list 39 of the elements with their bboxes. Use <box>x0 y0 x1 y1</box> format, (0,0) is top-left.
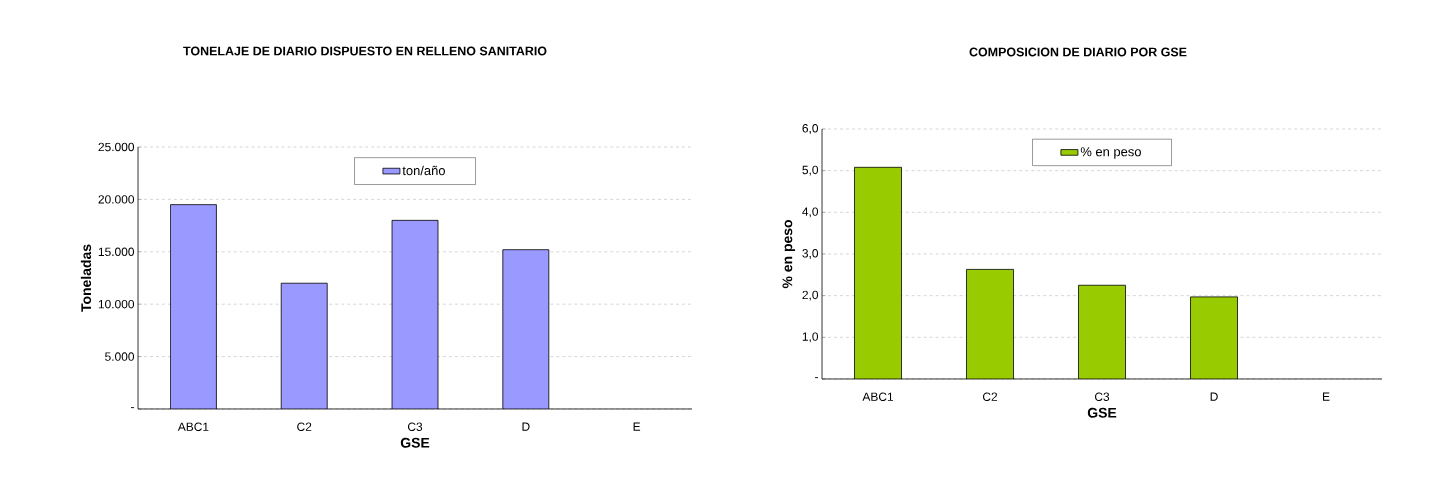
y-tick-label: 5,0 <box>802 165 819 176</box>
y-tick-label: 1,0 <box>802 332 819 343</box>
chart-title: TONELAJE DE DIARIO DISPUESTO EN RELLENO SANITARIO <box>183 46 547 56</box>
x-axis-title: GSE <box>400 437 430 448</box>
y-tick-label: 3,0 <box>802 249 819 259</box>
x-tick-label: E <box>633 422 641 431</box>
x-axis-title: GSE <box>1087 407 1117 418</box>
y-tick-label: 5.000 <box>105 352 135 361</box>
x-tick-label: ABC1 <box>862 392 894 401</box>
y-tick-label: 20.000 <box>98 195 135 204</box>
y-tick-label: 15.000 <box>98 247 135 257</box>
y-tick-label: 10.000 <box>98 299 135 309</box>
y-tick-label: 25.000 <box>98 142 135 152</box>
chart-title: COMPOSICION DE DIARIO POR GSE <box>969 47 1187 57</box>
x-tick-label: C2 <box>982 392 998 401</box>
x-tick-label: ABC1 <box>177 422 209 431</box>
bar <box>502 249 550 409</box>
bar <box>1078 285 1126 379</box>
y-axis-title: Toneladas <box>80 244 92 312</box>
y-tick-label: - <box>131 407 134 409</box>
bar <box>1190 296 1238 379</box>
y-tick-label: 4,0 <box>802 207 819 218</box>
bar <box>966 269 1014 379</box>
x-tick-label: D <box>522 422 530 431</box>
bar <box>281 283 328 409</box>
legend-label: % en peso <box>1080 147 1141 159</box>
x-tick-label: C2 <box>297 422 312 431</box>
x-tick-label: E <box>1323 392 1330 401</box>
bar <box>392 220 439 409</box>
y-axis-title: % en peso <box>782 220 796 289</box>
x-tick-label: C3 <box>1094 392 1110 401</box>
y-tick-label: - <box>815 377 818 379</box>
x-tick-label: D <box>1210 392 1218 401</box>
legend-label: ton/año <box>402 165 445 176</box>
y-tick-label: 6,0 <box>802 124 819 134</box>
bar <box>170 204 217 409</box>
bar <box>854 167 902 379</box>
y-tick-label: 2,0 <box>802 290 819 301</box>
x-tick-label: C3 <box>407 422 423 431</box>
